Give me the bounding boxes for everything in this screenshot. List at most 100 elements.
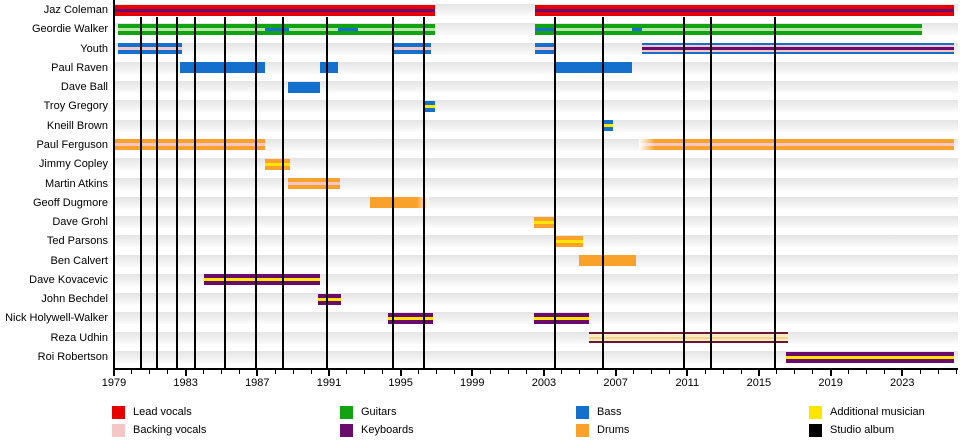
role-layer-blue: [320, 62, 338, 74]
role-layer-orange: [555, 242, 584, 247]
legend-swatch-backing-vocals: [112, 424, 125, 437]
year-label-2015: 2015: [746, 377, 772, 389]
role-layer-pink: [535, 47, 556, 51]
x-axis-minor-tick: [919, 370, 921, 374]
role-layer-purple: [785, 351, 955, 356]
role-layer-pink: [118, 47, 183, 51]
member-label-roi-robertson: Roi Robertson: [37, 351, 108, 364]
x-axis-minor-tick: [435, 370, 437, 374]
row-band: [114, 254, 958, 267]
member-label-geoff-dugmore: Geoff Dugmore: [32, 196, 108, 209]
member-bar-geordie-walker: [265, 24, 289, 35]
role-layer-orange: [265, 165, 290, 170]
x-axis-minor-tick: [453, 370, 455, 374]
member-bar-kneill-brown: [603, 120, 613, 132]
role-layer-purple: [388, 312, 433, 317]
member-bar-geordie-walker: [631, 24, 642, 35]
x-axis-minor-tick: [203, 370, 205, 374]
role-layer-purple: [535, 8, 955, 12]
member-bar-geordie-walker: [337, 24, 358, 35]
role-layer-pink: [641, 45, 955, 48]
studio-album-line: [422, 17, 425, 368]
member-bar-nick-holywell-walker: [388, 312, 433, 324]
member-bar-paul-ferguson: [638, 139, 955, 151]
x-axis-minor-tick: [238, 370, 240, 374]
role-layer-yellow: [318, 297, 341, 301]
role-layer-darkmaroon: [588, 341, 788, 344]
x-axis-major-tick: [614, 370, 617, 376]
x-axis-minor-tick: [937, 370, 939, 374]
row-band: [114, 196, 958, 209]
x-axis-minor-tick: [740, 370, 742, 374]
member-bar-geordie-walker: [535, 23, 922, 35]
legend-swatch-bass: [576, 406, 589, 419]
role-layer-blue: [535, 50, 556, 55]
member-bar-youth: [535, 43, 556, 55]
legend-label-backing-vocals: Backing vocals: [133, 424, 207, 436]
role-layer-blue: [603, 120, 613, 125]
member-bar-jaz-coleman: [535, 4, 955, 16]
role-layer-blue: [631, 27, 642, 31]
x-axis-minor-tick: [865, 370, 867, 374]
role-layer-pink: [393, 47, 432, 51]
role-layer-purple: [318, 293, 341, 298]
year-label-1979: 1979: [101, 377, 127, 389]
row-band: [114, 177, 958, 190]
member-bar-jimmy-copley: [265, 158, 290, 170]
x-axis-minor-tick: [167, 370, 169, 374]
member-bar-dave-grohl: [534, 216, 556, 228]
role-layer-yellow: [603, 124, 613, 128]
role-layer-paleorange: [588, 336, 788, 339]
x-axis-major-tick: [256, 370, 259, 376]
role-layer-red: [535, 4, 955, 9]
row-band: [114, 100, 958, 113]
legend-label-bass: Bass: [597, 406, 622, 418]
x-axis-minor-tick: [149, 370, 151, 374]
role-layer-blue: [118, 43, 183, 48]
role-layer-blue: [393, 43, 432, 48]
legend-swatch-studio-album: [809, 424, 822, 437]
role-layer-none: [632, 31, 642, 35]
y-axis-line: [113, 0, 115, 370]
member-label-ben-calvert: Ben Calvert: [50, 254, 108, 267]
role-layer-blue: [535, 43, 556, 48]
member-bar-ted-parsons: [555, 235, 584, 247]
x-axis-major-tick: [471, 370, 474, 376]
x-axis-line: [113, 368, 958, 370]
role-layer-blue: [641, 43, 955, 46]
role-layer-purple: [785, 358, 955, 363]
role-layer-orange: [287, 178, 340, 183]
legend-label-drums: Drums: [597, 424, 630, 436]
x-axis-minor-tick: [292, 370, 294, 374]
role-layer-green: [535, 30, 922, 35]
member-label-geordie-walker: Geordie Walker: [31, 23, 108, 36]
member-bar-youth: [641, 43, 955, 55]
year-label-2019: 2019: [818, 377, 843, 389]
legend-swatch-lead-vocals: [112, 406, 125, 419]
member-bar-paul-raven: [320, 62, 338, 74]
x-axis-major-tick: [327, 370, 330, 376]
x-axis-minor-tick: [668, 370, 670, 374]
role-layer-purple: [534, 312, 589, 317]
member-bar-ben-calvert: [578, 255, 637, 267]
member-label-jaz-coleman: Jaz Coleman: [43, 4, 108, 16]
role-layer-blue: [118, 50, 183, 55]
x-axis-minor-tick: [489, 370, 491, 374]
legend: Lead vocals Backing vocals Guitars Keyboard…: [0, 398, 960, 445]
x-axis-minor-tick: [131, 370, 133, 374]
studio-album-line: [139, 17, 142, 368]
year-label-2023: 2023: [890, 377, 915, 389]
studio-album-line: [682, 17, 685, 368]
row-band: [114, 81, 958, 94]
member-label-paul-raven: Paul Raven: [51, 61, 108, 74]
role-layer-purple: [114, 8, 435, 12]
role-layer-yellow: [534, 220, 556, 224]
member-label-kneill-brown: Kneill Brown: [46, 119, 108, 132]
x-axis-minor-tick: [579, 370, 581, 374]
legend-label-additional-musician: Additional musician: [830, 406, 925, 418]
year-label-2011: 2011: [675, 377, 700, 389]
role-layer-purple: [203, 281, 320, 286]
legend-label-guitars: Guitars: [361, 406, 397, 418]
x-axis-major-tick: [757, 370, 760, 376]
